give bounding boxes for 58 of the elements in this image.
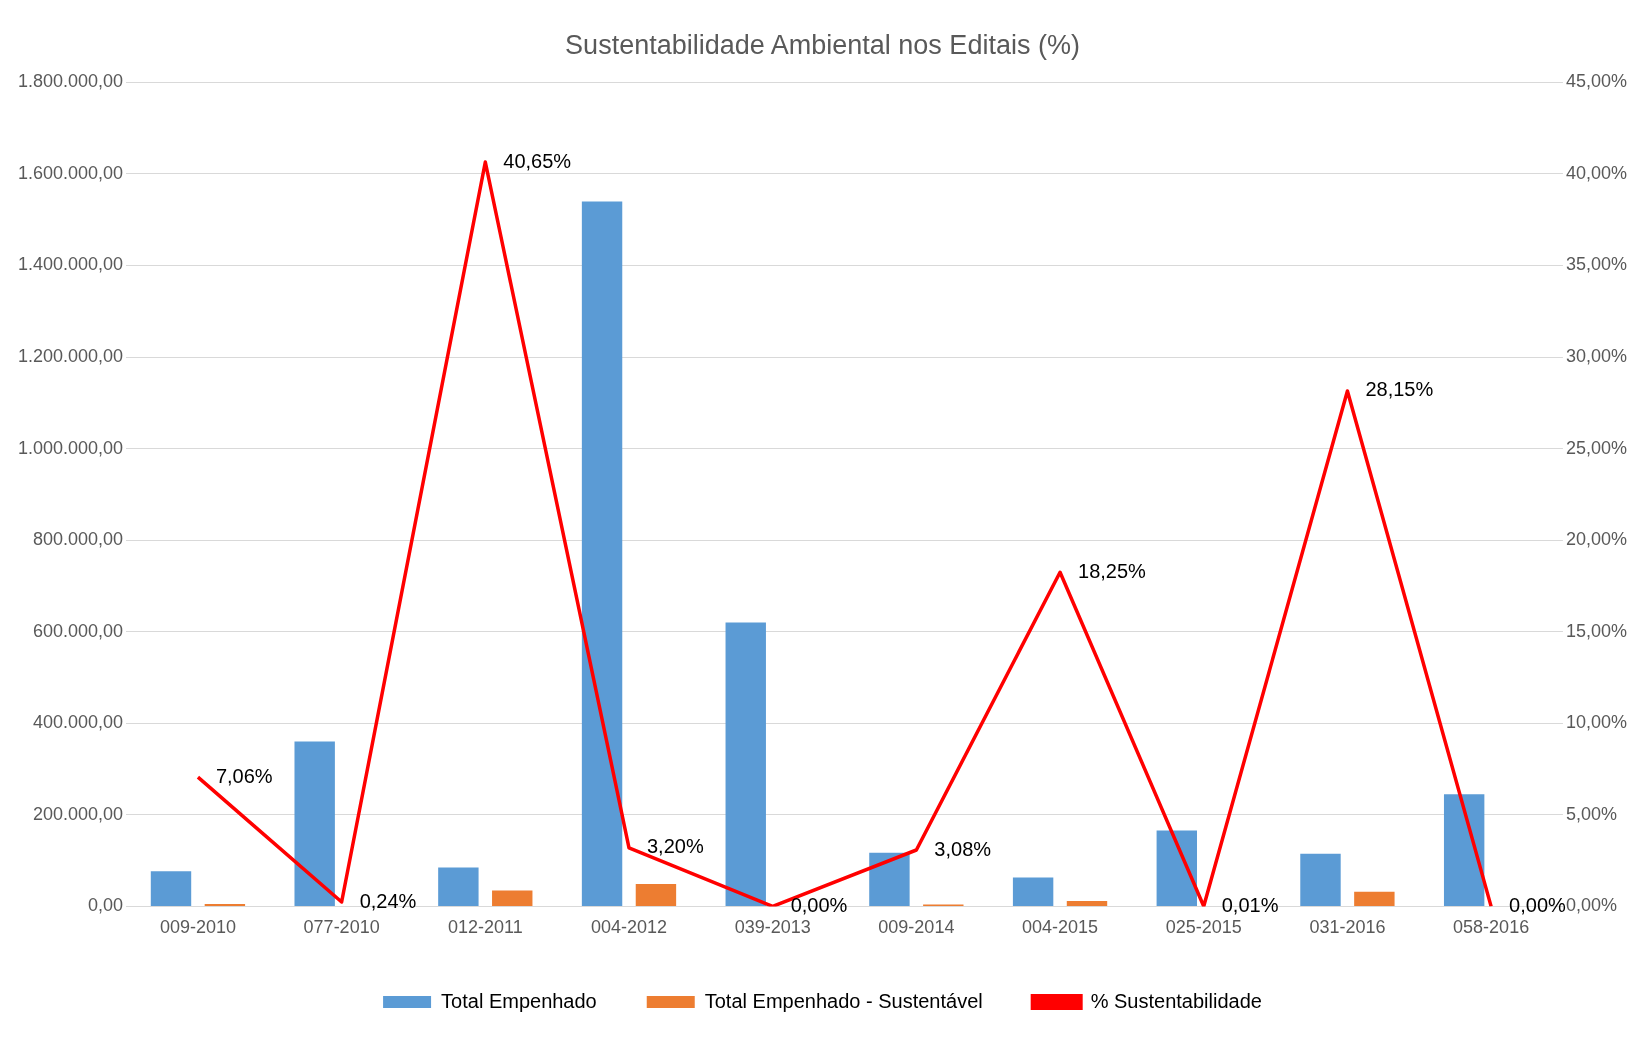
bar xyxy=(869,852,910,906)
data-label: 0,00% xyxy=(1509,893,1567,916)
bar xyxy=(294,741,335,906)
y2-tick-label: 5,00% xyxy=(1565,803,1617,824)
x-tick-label: 077-2010 xyxy=(303,917,380,938)
y2-tick-label: 40,00% xyxy=(1565,162,1628,183)
y2-tick-label: 45,00% xyxy=(1565,71,1628,92)
y-tick-label: 1.200.000,00 xyxy=(17,346,124,367)
bar xyxy=(581,201,623,906)
x-tick-label: 004-2012 xyxy=(590,917,668,938)
bar xyxy=(725,622,766,906)
y-tick-label: 1.800.000,00 xyxy=(17,71,124,92)
x-tick-label: 031-2016 xyxy=(1309,917,1386,938)
x-tick-label: 058-2016 xyxy=(1453,917,1530,938)
data-label: 0,01% xyxy=(1221,893,1279,916)
x-tick-label: 009-2014 xyxy=(878,917,955,938)
data-label: 3,08% xyxy=(934,837,992,860)
legend-label: % Sustentabilidade xyxy=(1090,989,1262,1012)
y-tick-label: 1.400.000,00 xyxy=(17,254,124,275)
x-tick-label: 012-2011 xyxy=(447,917,523,938)
bar xyxy=(438,867,479,906)
x-tick-label: 004-2015 xyxy=(1022,917,1099,938)
y-tick-label: 400.000,00 xyxy=(33,712,124,733)
y2-tick-label: 20,00% xyxy=(1565,529,1628,550)
y-tick-label: 800.000,00 xyxy=(33,529,124,550)
data-label: 0,24% xyxy=(359,889,417,912)
bar xyxy=(1156,830,1197,906)
bar xyxy=(492,890,533,906)
data-label: 40,65% xyxy=(503,149,572,172)
y-tick-label: 0,00 xyxy=(88,895,124,916)
y2-tick-label: 30,00% xyxy=(1565,346,1628,367)
data-label: 28,15% xyxy=(1365,378,1434,401)
y2-tick-label: 10,00% xyxy=(1565,712,1628,733)
data-label: 0,00% xyxy=(790,893,848,916)
x-tick-label: 039-2013 xyxy=(734,917,811,938)
y-tick-label: 1.000.000,00 xyxy=(17,437,124,458)
y-tick-label: 600.000,00 xyxy=(33,620,124,641)
data-label: 3,20% xyxy=(647,835,704,858)
legend-label: Total Empenhado xyxy=(441,989,597,1012)
y2-tick-label: 15,00% xyxy=(1565,620,1628,641)
data-label: 18,25% xyxy=(1078,559,1147,582)
bar xyxy=(1300,853,1341,906)
x-tick-label: 009-2010 xyxy=(159,917,236,938)
bar xyxy=(635,883,677,906)
bar xyxy=(1012,877,1054,906)
y2-tick-label: 35,00% xyxy=(1565,254,1628,275)
chart-title: Sustentabilidade Ambiental nos Editais (%) xyxy=(565,29,1080,60)
bar xyxy=(150,871,192,906)
y2-tick-label: 25,00% xyxy=(1565,437,1628,458)
y-tick-label: 200.000,00 xyxy=(33,803,124,824)
bar xyxy=(1066,900,1108,906)
legend-label: Total Empenhado - Sustentável xyxy=(704,989,983,1012)
bar xyxy=(1354,891,1395,906)
y2-tick-label: 0,00% xyxy=(1565,895,1617,916)
y-tick-label: 1.600.000,00 xyxy=(17,162,124,183)
bar xyxy=(1443,794,1485,906)
x-tick-label: 025-2015 xyxy=(1165,917,1242,938)
data-label: 7,06% xyxy=(215,764,273,787)
